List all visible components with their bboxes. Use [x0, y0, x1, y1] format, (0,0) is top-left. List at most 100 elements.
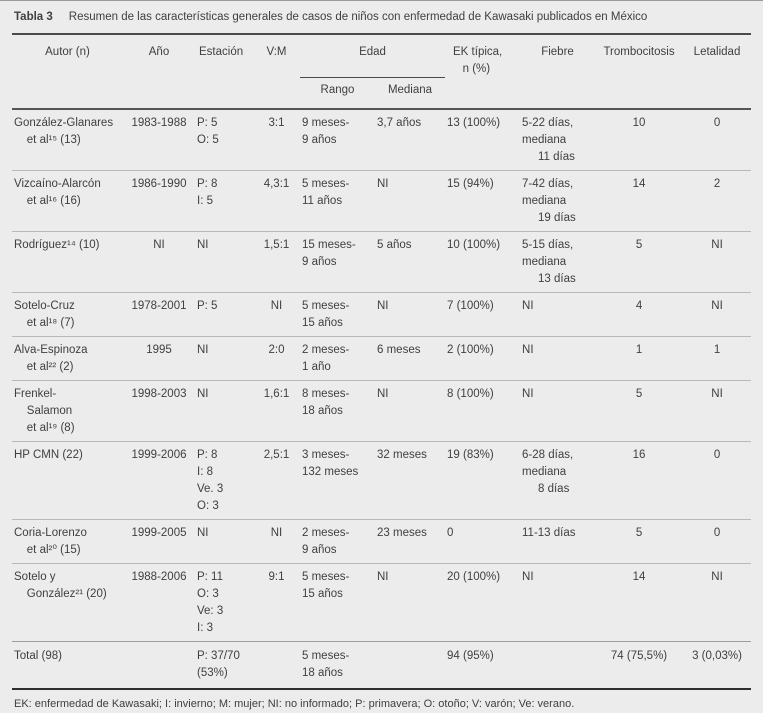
cell-anio: 1998-2003: [123, 379, 195, 441]
cell-mediana: NI: [375, 291, 446, 336]
cell-ek-tipica: 8 (100%): [445, 379, 521, 441]
cell-rango: 5 meses- 11 años: [300, 169, 375, 231]
cell-rango: 8 meses- 18 años: [300, 379, 375, 441]
cell-vm: NI: [253, 291, 300, 336]
cell-vm: 4,3:1: [253, 169, 300, 231]
cell-rango: 5 meses- 15 años: [300, 562, 375, 641]
cell-autor: Coria-Lorenzo et al²⁰ (15): [12, 518, 123, 563]
cell-letalidad: 0: [713, 116, 721, 129]
total-cell: [520, 640, 596, 690]
cell-mediana: 5 años: [375, 230, 446, 292]
col-header-estacion: Estación: [195, 35, 253, 110]
cell-letalidad: 2: [683, 169, 752, 231]
cell-anio: NI: [123, 230, 195, 292]
col-header-fiebre: Fiebre: [520, 35, 596, 110]
cell-ek-tipica: 19 (83%): [445, 440, 521, 519]
table-footnote: EK: enfermedad de Kawasaki; I: invierno;…: [14, 697, 575, 710]
cell-trombocitosis: 14: [595, 169, 684, 231]
cell-trombocitosis: 5: [595, 518, 684, 563]
cell-ek-tipica: 2 (100%): [445, 335, 521, 380]
cell-letalidad: NI: [683, 291, 752, 336]
cell-mediana: NI: [375, 379, 446, 441]
total-cell: Total (98): [12, 640, 123, 690]
cell-rango: 3 meses- 132 meses: [300, 440, 375, 519]
col-header-anio: Año: [123, 35, 195, 110]
cell-anio: 1988-2006: [123, 562, 195, 641]
cell-estacion: P: 8 I: 8 Ve. 3 O: 3: [195, 440, 253, 519]
cell-mediana: NI: [375, 169, 446, 231]
cell-ek-tipica: 13 (100%): [447, 116, 501, 129]
total-cell: 5 meses- 18 años: [300, 640, 375, 690]
cell-vm: 2,5:1: [253, 440, 300, 519]
table-row: González-Glanares et al¹⁵ (13) 1983-1988…: [12, 109, 751, 171]
cell-letalidad: NI: [683, 379, 752, 441]
table-row: Frenkel- Salamon et al¹⁹ (8) 1998-2003 N…: [12, 379, 752, 441]
cell-autor: González-Glanares et al¹⁵ (13): [14, 116, 114, 146]
cell-mediana: 32 meses: [375, 440, 446, 519]
cell-trombocitosis: 5: [595, 230, 684, 292]
header-row-main: Autor (n) Año Estación V:M Edad EK típic…: [12, 35, 752, 110]
cell-fiebre: NI: [520, 379, 596, 441]
cell-trombocitosis: 10: [632, 116, 646, 129]
cell-vm: 2:0: [253, 335, 300, 380]
table-label: Tabla 3: [14, 11, 53, 23]
table-body: González-Glanares et al¹⁵ (13) 1983-1988…: [12, 109, 752, 641]
cell-estacion: P: 8 I: 5: [195, 169, 253, 231]
cell-ek-tipica: 7 (100%): [445, 291, 521, 336]
cell-letalidad: NI: [683, 562, 752, 641]
cell-rango: 15 meses- 9 años: [300, 230, 375, 292]
cell-fiebre: 11-13 días: [520, 518, 596, 563]
cell-autor: HP CMN (22): [12, 440, 123, 519]
cell-fiebre: 7-42 días, mediana 19 días: [520, 169, 596, 231]
cell-mediana: NI: [375, 562, 446, 641]
col-header-edad: Edad: [300, 35, 446, 78]
table-header: Autor (n) Año Estación V:M Edad EK típic…: [12, 35, 752, 110]
total-row: Total (98) P: 37/70 (53%) 5 meses- 18 añ…: [12, 640, 752, 690]
col-header-ek-tipica: EK típica, n (%): [445, 35, 521, 110]
cell-estacion: NI: [195, 518, 253, 563]
col-header-mediana: Mediana: [375, 77, 446, 110]
cell-anio: 1995: [123, 335, 195, 380]
cell-estacion: P: 11 O: 3 Ve: 3 I: 3: [195, 562, 253, 641]
cell-letalidad: NI: [683, 230, 752, 292]
cell-estacion: P: 5 O: 5: [197, 116, 219, 146]
cell-estacion: NI: [195, 335, 253, 380]
cell-ek-tipica: 15 (94%): [445, 169, 521, 231]
cell-trombocitosis: 5: [595, 379, 684, 441]
cell-autor: Rodríguez¹⁴ (10): [12, 230, 123, 292]
table-row: Coria-Lorenzo et al²⁰ (15) 1999-2005 NI …: [12, 518, 752, 563]
cell-autor: Alva-Espinoza et al²² (2): [12, 335, 123, 380]
table-total-section: Total (98) P: 37/70 (53%) 5 meses- 18 añ…: [12, 640, 752, 690]
header-row-sub: Rango Mediana: [12, 77, 751, 110]
cell-autor: Sotelo y González²¹ (20): [12, 562, 123, 641]
cell-rango: 9 meses- 9 años: [302, 116, 350, 146]
cell-fiebre: NI: [520, 335, 596, 380]
cell-ek-tipica: 10 (100%): [445, 230, 521, 292]
cell-anio: 1983-1988: [131, 116, 187, 129]
table-row: Alva-Espinoza et al²² (2) 1995 NI 2:0 2 …: [12, 335, 752, 380]
cell-anio: 1978-2001: [123, 291, 195, 336]
cell-trombocitosis: 16: [595, 440, 684, 519]
cell-letalidad: 0: [683, 518, 752, 563]
cell-anio: 1999-2006: [123, 440, 195, 519]
cell-autor: Sotelo-Cruz et al¹⁸ (7): [12, 291, 123, 336]
cell-fiebre: 5-15 días, mediana 13 días: [520, 230, 596, 292]
cell-fiebre: NI: [520, 562, 596, 641]
total-cell: [375, 640, 446, 690]
col-header-letalidad: Letalidad: [683, 35, 752, 110]
cell-mediana: 6 meses: [375, 335, 446, 380]
kawasaki-summary-table: Autor (n) Año Estación V:M Edad EK típic…: [12, 35, 752, 690]
cell-fiebre: NI: [520, 291, 596, 336]
cell-estacion: P: 5: [195, 291, 253, 336]
table-row: Sotelo-Cruz et al¹⁸ (7) 1978-2001 P: 5 N…: [12, 291, 752, 336]
cell-rango: 2 meses- 9 años: [300, 518, 375, 563]
total-cell: 94 (95%): [445, 640, 521, 690]
col-header-trombocitosis: Trombocitosis: [595, 35, 684, 110]
cell-vm: 3:1: [268, 116, 285, 129]
cell-vm: 1,6:1: [253, 379, 300, 441]
cell-rango: 2 meses- 1 año: [300, 335, 375, 380]
total-cell: 74 (75,5%): [595, 640, 684, 690]
table-title: Resumen de las características generales…: [68, 11, 648, 23]
cell-ek-tipica: 20 (100%): [445, 562, 521, 641]
